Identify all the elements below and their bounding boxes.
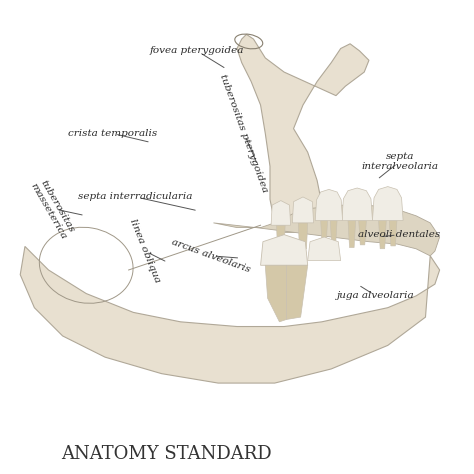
Polygon shape <box>342 188 373 220</box>
Text: septa
interalveolaria: septa interalveolaria <box>361 152 438 171</box>
Polygon shape <box>292 197 314 223</box>
Text: crista temporalis: crista temporalis <box>67 129 157 138</box>
Text: juga alveolaria: juga alveolaria <box>337 292 415 301</box>
Polygon shape <box>20 246 439 383</box>
Polygon shape <box>315 190 343 220</box>
Polygon shape <box>389 220 397 246</box>
Polygon shape <box>271 201 291 225</box>
Polygon shape <box>261 235 308 265</box>
Text: ANATOMY STANDARD: ANATOMY STANDARD <box>61 445 272 463</box>
Polygon shape <box>308 237 341 261</box>
Text: tuberositas pterygoidea: tuberositas pterygoidea <box>219 73 270 194</box>
Polygon shape <box>237 35 369 232</box>
Text: septa interradicularia: septa interradicularia <box>79 192 193 201</box>
Polygon shape <box>276 225 285 250</box>
Polygon shape <box>373 187 403 220</box>
Polygon shape <box>286 265 308 319</box>
Polygon shape <box>348 220 356 247</box>
Polygon shape <box>321 220 328 246</box>
Polygon shape <box>379 220 386 249</box>
Polygon shape <box>213 204 439 256</box>
Polygon shape <box>359 220 366 245</box>
Text: linea obliqua: linea obliqua <box>128 218 162 284</box>
Polygon shape <box>298 223 308 249</box>
Polygon shape <box>265 265 286 322</box>
Text: fovea pterygoidea: fovea pterygoidea <box>150 46 244 55</box>
Text: alveoli dentales: alveoli dentales <box>358 230 441 239</box>
Text: arcus alveolaris: arcus alveolaris <box>171 237 252 274</box>
Text: tuberositas
masseterica: tuberositas masseterica <box>29 176 77 241</box>
Polygon shape <box>330 220 337 244</box>
